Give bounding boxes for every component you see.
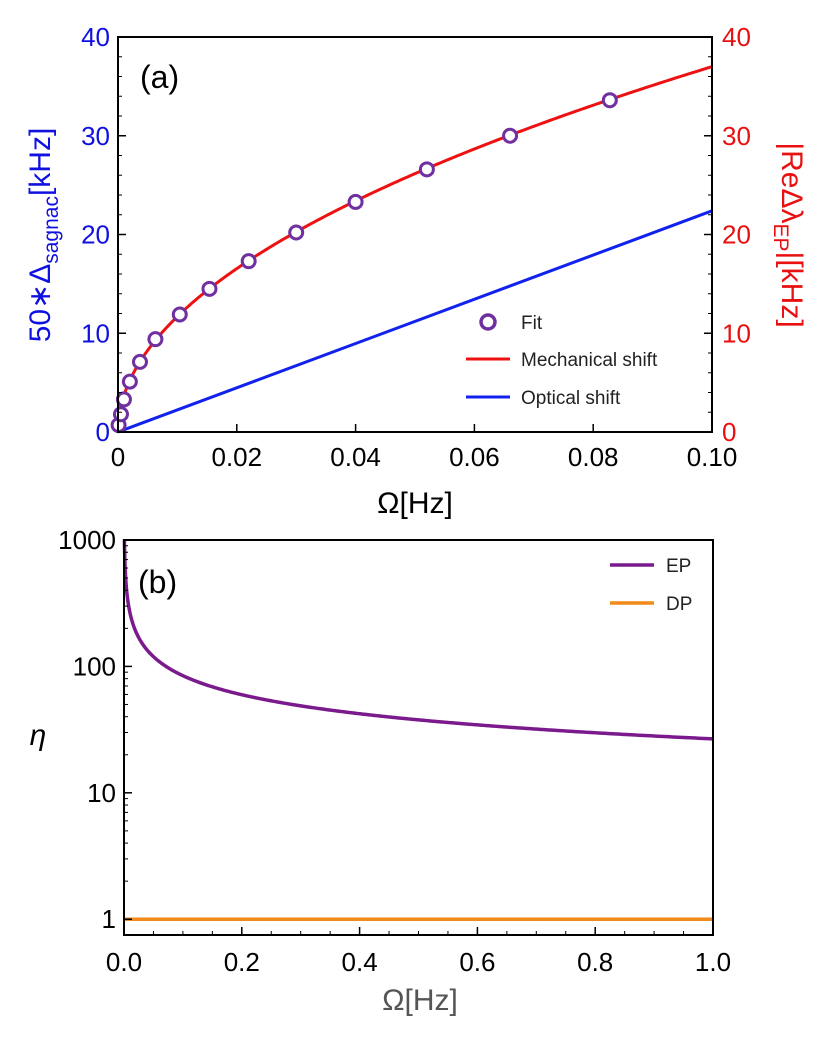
panel-a-x-axis-title: Ω[Hz] (377, 487, 453, 520)
y-tick-label: 1 (102, 904, 116, 934)
legend-optical-label: Optical shift (521, 388, 621, 409)
y-tick-label: 1000 (58, 525, 116, 555)
fit-point (418, 161, 435, 178)
panel-a-curves (116, 65, 713, 434)
right-y-tick-label: 10 (722, 318, 751, 348)
x-tick-label: 0.8 (577, 947, 613, 977)
panel-a-right-y-axis-title: |ReΔλEP|[kHz] (769, 142, 808, 327)
fit-point (601, 92, 618, 109)
ep-line (122, 539, 714, 741)
x-tick-label: 0.2 (224, 947, 260, 977)
left-y-tick-label: 40 (81, 22, 110, 52)
panel-b-x-ticks: 0.0 0.2 0.4 0.6 0.8 1.0 (106, 927, 731, 977)
fit-point (201, 280, 218, 297)
x-tick-label: 0.0 (106, 947, 142, 977)
fit-point (112, 406, 129, 423)
panel-b-legend: EP DP (610, 556, 692, 615)
legend-dp-label: DP (666, 594, 692, 615)
left-y-tick-label: 20 (81, 220, 110, 250)
left-y-tick-label: 30 (81, 121, 110, 151)
panel-a-label: (a) (140, 59, 179, 95)
legend-mechanical-label: Mechanical shift (521, 350, 658, 371)
panel-b-curves (122, 539, 714, 921)
mechanical-shift-line (116, 65, 713, 433)
panel-a-left-y-axis-title: 50∗Δsagnac[kHz] (24, 128, 63, 343)
panel-a-legend: Fit Mechanical shift Optical shift (466, 313, 658, 409)
panel-a-fit-markers (110, 92, 618, 434)
fit-point (115, 391, 132, 408)
panel-a-x-ticks: 0 0.02 0.04 0.06 0.08 0.10 (111, 424, 738, 472)
y-tick-label: 10 (87, 778, 116, 808)
x-tick-label: 0.06 (449, 442, 500, 472)
panel-b-x-axis-title: Ω[Hz] (382, 984, 458, 1017)
fit-point (347, 193, 364, 210)
fit-point (131, 353, 148, 370)
left-y-tick-label: 10 (81, 318, 110, 348)
fit-point (121, 373, 138, 390)
fit-point (171, 306, 188, 323)
panel-b-y-axis-title: η (30, 719, 47, 752)
right-y-tick-label: 20 (722, 220, 751, 250)
right-y-tick-label: 30 (722, 121, 751, 151)
fit-point (240, 253, 257, 270)
fit-point (502, 127, 519, 144)
fit-point (147, 331, 164, 348)
panel-b-frame (123, 539, 714, 936)
right-y-tick-label: 0 (722, 417, 736, 447)
x-tick-label: 0.02 (211, 442, 262, 472)
x-tick-label: 0.4 (342, 947, 378, 977)
x-tick-label: 1.0 (695, 947, 731, 977)
panel-b-label: (b) (138, 564, 177, 600)
panel-a-left-y-ticks: 0 10 20 30 40 (81, 22, 126, 447)
x-tick-label: 0.6 (459, 947, 495, 977)
panel-a: 0 0.02 0.04 0.06 0.08 0.10 0 10 20 30 40 0 10 20 30 4… (24, 22, 808, 520)
x-tick-label: 0.10 (687, 442, 738, 472)
fit-point (288, 224, 305, 241)
legend-ep-label: EP (666, 556, 691, 577)
y-tick-label: 100 (73, 651, 116, 681)
left-y-tick-label: 0 (96, 417, 110, 447)
optical-shift-line (117, 209, 713, 434)
panel-a-right-y-ticks: 0 10 20 30 40 (704, 22, 751, 447)
x-tick-label: 0.04 (330, 442, 381, 472)
x-tick-label: 0 (111, 442, 125, 472)
x-tick-label: 0.08 (568, 442, 619, 472)
panel-b-y-ticks: 1 10 100 1000 (58, 525, 132, 934)
legend-fit-label: Fit (521, 313, 543, 334)
right-y-tick-label: 40 (722, 22, 751, 52)
legend-fit-marker (479, 313, 497, 331)
